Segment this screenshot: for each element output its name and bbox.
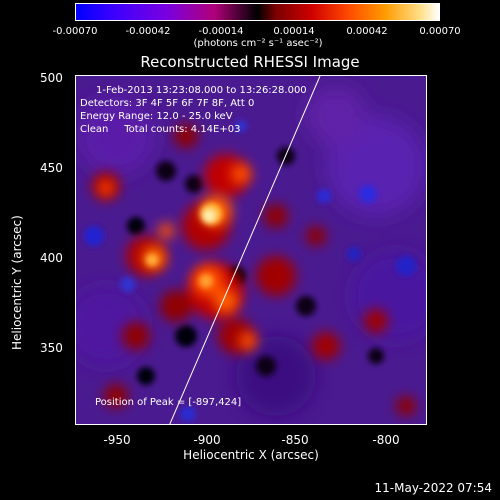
y-tick: 350 <box>40 341 63 355</box>
colorbar-tick: -0.00014 <box>198 26 244 37</box>
detectors-text: Detectors: 3F 4F 5F 6F 7F 8F, Att 0 <box>80 98 255 109</box>
x-tick: -900 <box>193 433 221 447</box>
y-axis-label: Heliocentric Y (arcsec) <box>10 215 24 350</box>
colorbar-tick: 0.00042 <box>346 26 388 37</box>
observation-time: 1-Feb-2013 13:23:08.000 to 13:26:28.000 <box>96 85 307 96</box>
y-tick: 400 <box>40 251 63 265</box>
colorbar-tick: -0.00070 <box>52 26 98 37</box>
solar-limb-line <box>169 76 321 424</box>
bright-peak <box>146 203 222 288</box>
colorbar-units: (photons cm⁻² s⁻¹ asec⁻²) <box>193 38 323 49</box>
colorbar-tick: -0.00042 <box>125 26 171 37</box>
x-axis-label: Heliocentric X (arcsec) <box>183 448 319 462</box>
colorbar-tick: 0.00014 <box>273 26 315 37</box>
colorbar-tick: 0.00070 <box>419 26 461 37</box>
x-tick: -950 <box>103 433 131 447</box>
purple-field <box>76 86 426 416</box>
y-tick: 450 <box>40 161 63 175</box>
clean-counts-text: Clean Total counts: 4.14E+03 <box>80 124 241 135</box>
x-tick: -800 <box>372 433 400 447</box>
energy-range-text: Energy Range: 12.0 - 25.0 keV <box>80 111 233 122</box>
image-canvas <box>76 76 426 424</box>
render-timestamp: 11-May-2022 07:54 <box>374 481 492 495</box>
image-title: Reconstructed RHESSI Image <box>140 53 360 71</box>
colorbar <box>75 3 440 21</box>
dark-patches <box>127 147 384 385</box>
x-tick: -850 <box>281 433 309 447</box>
rhessi-image <box>75 75 427 425</box>
y-tick: 500 <box>40 71 63 85</box>
peak-position-text: Position of Peak = [-897,424] <box>95 397 242 408</box>
blue-patches <box>84 120 416 422</box>
